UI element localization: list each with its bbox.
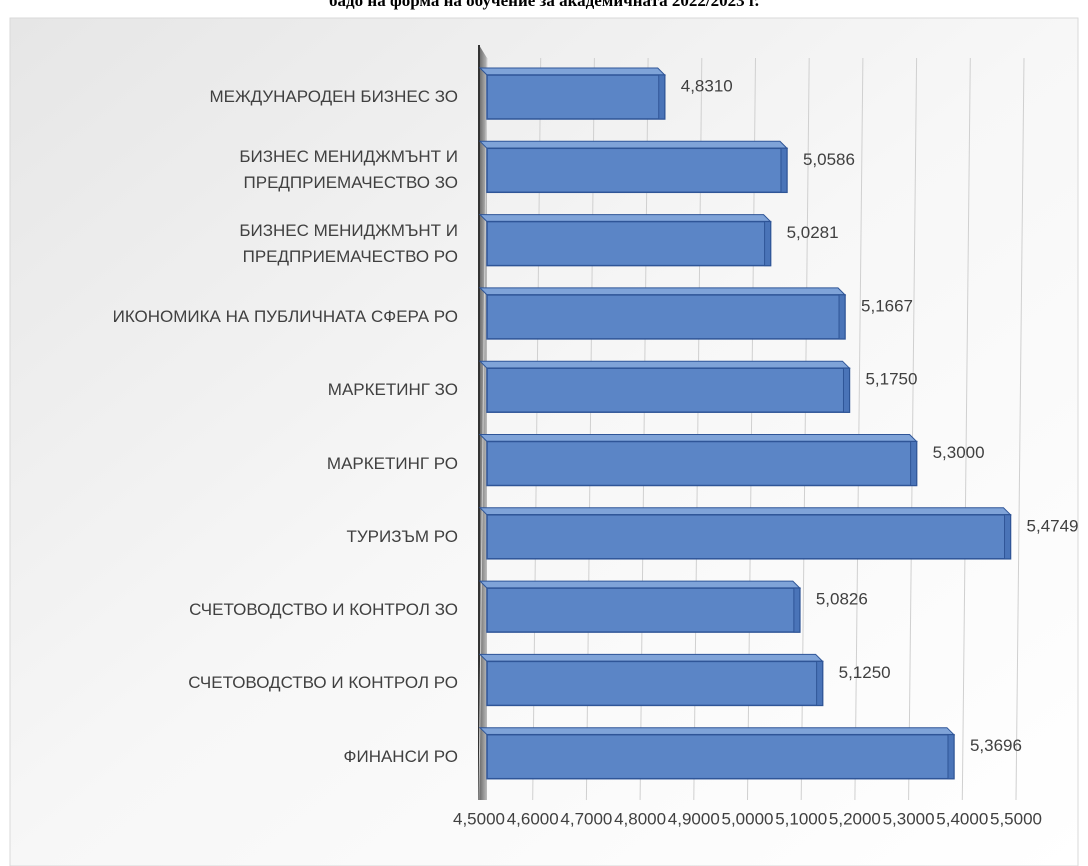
value-label: 5,1667 [861,296,913,315]
value-label: 5,0586 [803,150,855,169]
x-tick-label: 4,8000 [614,809,666,828]
bar [486,514,1012,560]
bar-top [478,434,918,442]
bar-side [910,441,918,486]
bar-side [838,294,846,340]
grid-line [961,57,971,801]
x-tick-label: 5,2000 [829,809,881,828]
bar-side [842,367,850,413]
bar-side [1004,514,1012,560]
bar-top [478,67,666,76]
category-label: БИЗНЕС МЕНИДЖМЪНТ И ПРЕДПРИЕМАЧЕСТВО ЗО [239,147,458,193]
x-tick-label: 5,5000 [990,809,1042,828]
bar [486,587,801,633]
bar-side [793,587,801,633]
value-label: 5,3000 [933,443,985,462]
grid-line [478,57,488,801]
bar [486,367,851,413]
bar-top [478,214,772,223]
category-label: ИКОНОМИКА НА ПУБЛИЧНАТА СФЕРА РО [112,306,458,326]
x-tick-label: 4,9000 [668,809,720,828]
x-tick-label: 5,0000 [722,809,774,828]
bar-top [478,507,1012,516]
value-label: 5,0281 [787,223,839,242]
value-label: 5,0826 [816,590,868,609]
bar [486,74,666,120]
grid-line [854,57,864,801]
bar-side [780,147,788,193]
bar [486,220,772,267]
value-label: 5,1250 [839,663,891,682]
x-tick-label: 5,3000 [883,809,935,828]
chart-title: бадо на форма на обучение за академичнат… [329,0,759,10]
category-label: СЧЕТОВОДСТВО И КОНТРОЛ РО [188,673,458,693]
bar-side [658,74,666,120]
category-label: БИЗНЕС МЕНИДЖМЪНТ И ПРЕДПРИЕМАЧЕСТВО РО [239,220,458,266]
x-tick-label: 4,5000 [453,809,505,828]
bar-side [947,734,955,780]
x-tick-label: 5,4000 [936,809,988,828]
bar-side [764,221,772,267]
bar-top [478,140,789,149]
grid-line [908,57,918,801]
bar [486,733,955,780]
category-label: МАРКЕТИНГ РО [326,453,458,473]
bar [486,147,788,194]
x-tick-label: 5,1000 [775,809,827,828]
value-label: 5,4749 [1027,516,1079,535]
bar-top [478,287,847,296]
category-label: ФИНАНСИ РО [343,746,458,766]
x-tick-label: 4,7000 [560,809,612,828]
bar-top [478,360,851,369]
category-label: МАРКЕТИНГ ЗО [327,380,458,400]
bar-side [816,660,824,706]
bar [486,660,824,707]
x-tick-label: 4,6000 [507,809,559,828]
bar [486,294,846,340]
value-label: 4,8310 [681,76,733,95]
category-label: ТУРИЗЪМ РО [346,526,458,546]
value-label: 5,3696 [970,736,1022,755]
bar-top [478,580,802,589]
value-label: 5,1750 [865,370,917,389]
bar-top [478,653,824,662]
category-label: МЕЖДУНАРОДЕН БИЗНЕС ЗО [209,87,458,106]
bar-top [478,727,956,736]
category-label: СЧЕТОВОДСТВО И КОНТРОЛ ЗО [189,600,458,620]
grid-line [1015,57,1025,801]
bar [486,440,918,487]
